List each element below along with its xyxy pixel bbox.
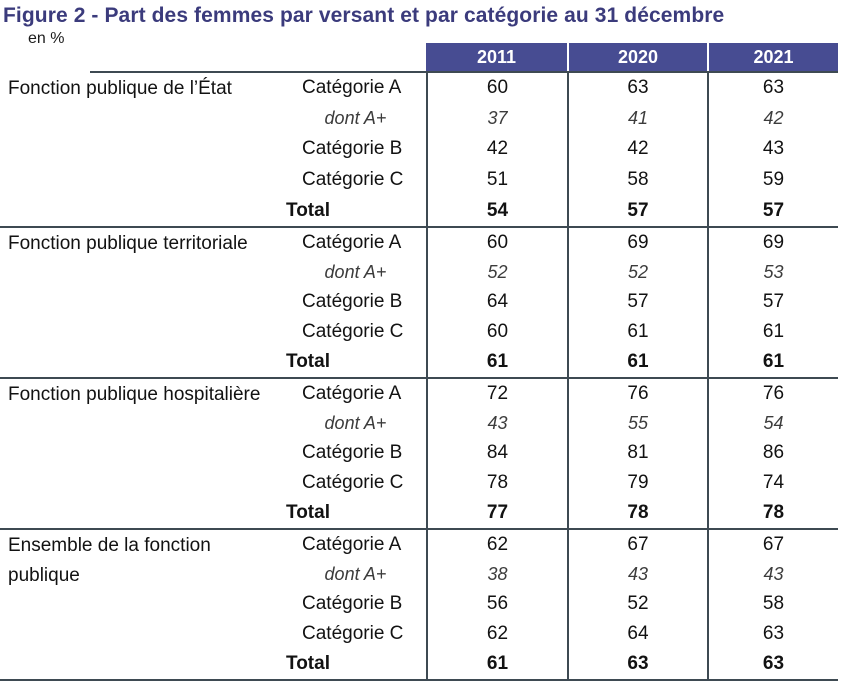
category-cell: dont A+ bbox=[324, 262, 387, 283]
section-label: Fonction publique hospitalière bbox=[8, 383, 261, 405]
value-cell: 57 bbox=[707, 195, 838, 226]
value-cell: 78 bbox=[567, 498, 707, 528]
header-divider bbox=[90, 71, 838, 73]
value-cell: 78 bbox=[707, 498, 838, 528]
value-cell: 60 bbox=[426, 317, 567, 348]
value-cell: 51 bbox=[426, 164, 567, 196]
value-cell: 63 bbox=[707, 73, 838, 104]
category-cell: Catégorie B bbox=[302, 291, 403, 313]
value-cell: 37 bbox=[426, 103, 567, 135]
value-cell: 43 bbox=[567, 559, 707, 590]
category-cell: dont A+ bbox=[324, 108, 387, 129]
value-cell: 43 bbox=[707, 559, 838, 590]
value-cell: 79 bbox=[567, 468, 707, 499]
category-cell: Catégorie B bbox=[302, 593, 403, 615]
value-cell: 86 bbox=[707, 438, 838, 469]
value-cell: 42 bbox=[567, 134, 707, 165]
category-cell: Catégorie A bbox=[302, 533, 402, 555]
value-cell: 62 bbox=[426, 529, 567, 560]
value-cell: 61 bbox=[707, 317, 838, 348]
column-header-2021: 2021 bbox=[707, 43, 838, 71]
category-cell: dont A+ bbox=[324, 413, 387, 434]
value-cell: 63 bbox=[567, 649, 707, 679]
section-fpe: Fonction publique de l’État Catégorie A … bbox=[0, 73, 838, 228]
value-cell: 57 bbox=[567, 287, 707, 318]
value-cell: 53 bbox=[707, 257, 838, 288]
category-cell-total: Total bbox=[286, 199, 330, 221]
value-cell: 54 bbox=[707, 408, 838, 439]
value-cell: 58 bbox=[707, 589, 838, 620]
value-cell: 61 bbox=[426, 347, 567, 377]
value-cell: 69 bbox=[707, 227, 838, 258]
value-cell: 58 bbox=[567, 164, 707, 196]
category-cell: Catégorie B bbox=[302, 442, 403, 464]
value-cell: 43 bbox=[707, 134, 838, 165]
value-cell: 42 bbox=[707, 103, 838, 135]
section-fph: Fonction publique hospitalière Catégorie… bbox=[0, 378, 838, 530]
value-cell: 76 bbox=[567, 378, 707, 409]
section-fpt: Fonction publique territoriale Catégorie… bbox=[0, 227, 838, 379]
value-cell: 54 bbox=[426, 195, 567, 226]
value-cell: 72 bbox=[426, 378, 567, 409]
value-cell: 67 bbox=[707, 529, 838, 560]
category-cell-total: Total bbox=[286, 653, 330, 675]
category-cell: dont A+ bbox=[324, 564, 387, 585]
unit-label: en % bbox=[28, 30, 65, 47]
value-cell: 61 bbox=[567, 317, 707, 348]
category-cell: Catégorie C bbox=[302, 169, 404, 191]
value-cell: 69 bbox=[567, 227, 707, 258]
value-cell: 63 bbox=[707, 619, 838, 650]
value-cell: 56 bbox=[426, 589, 567, 620]
value-cell: 52 bbox=[426, 257, 567, 288]
value-cell: 60 bbox=[426, 73, 567, 104]
category-cell-total: Total bbox=[286, 351, 330, 373]
value-cell: 78 bbox=[426, 468, 567, 499]
value-cell: 55 bbox=[567, 408, 707, 439]
value-cell: 63 bbox=[567, 73, 707, 104]
value-cell: 41 bbox=[567, 103, 707, 135]
value-cell: 60 bbox=[426, 227, 567, 258]
value-cell: 43 bbox=[426, 408, 567, 439]
category-cell-total: Total bbox=[286, 502, 330, 524]
value-cell: 59 bbox=[707, 164, 838, 196]
value-cell: 42 bbox=[426, 134, 567, 165]
category-cell: Catégorie C bbox=[302, 472, 404, 494]
category-cell: Catégorie B bbox=[302, 138, 403, 160]
value-cell: 84 bbox=[426, 438, 567, 469]
value-cell: 76 bbox=[707, 378, 838, 409]
table-header-row: en % 2011 2020 2021 bbox=[0, 30, 838, 71]
figure-title: Figure 2 - Part des femmes par versant e… bbox=[3, 4, 725, 27]
value-cell: 38 bbox=[426, 559, 567, 590]
value-cell: 74 bbox=[707, 468, 838, 499]
section-label: Ensemble de la fonction publique bbox=[8, 534, 211, 586]
value-cell: 61 bbox=[707, 347, 838, 377]
value-cell: 67 bbox=[567, 529, 707, 560]
value-cell: 63 bbox=[707, 649, 838, 679]
value-cell: 77 bbox=[426, 498, 567, 528]
value-cell: 62 bbox=[426, 619, 567, 650]
value-cell: 61 bbox=[567, 347, 707, 377]
category-cell: Catégorie A bbox=[302, 231, 402, 253]
category-cell: Catégorie A bbox=[302, 382, 402, 404]
value-cell: 52 bbox=[567, 257, 707, 288]
value-cell: 61 bbox=[426, 649, 567, 679]
category-cell: Catégorie C bbox=[302, 321, 404, 343]
section-ensemble: Ensemble de la fonction publique Catégor… bbox=[0, 529, 838, 681]
value-cell: 64 bbox=[426, 287, 567, 318]
value-cell: 57 bbox=[567, 195, 707, 226]
section-label: Fonction publique territoriale bbox=[8, 232, 248, 254]
category-cell: Catégorie C bbox=[302, 623, 404, 645]
section-label: Fonction publique de l’État bbox=[8, 78, 232, 99]
column-header-2011: 2011 bbox=[426, 43, 567, 71]
category-cell: Catégorie A bbox=[302, 77, 402, 99]
value-cell: 81 bbox=[567, 438, 707, 469]
value-cell: 64 bbox=[567, 619, 707, 650]
column-header-2020: 2020 bbox=[567, 43, 707, 71]
value-cell: 57 bbox=[707, 287, 838, 318]
value-cell: 52 bbox=[567, 589, 707, 620]
